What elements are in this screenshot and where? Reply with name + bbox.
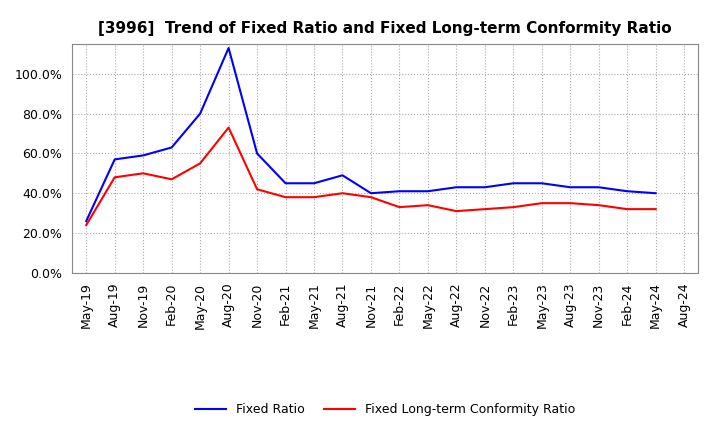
Fixed Ratio — [452, 185, 461, 190]
Fixed Long-term Conformity Ratio — [395, 205, 404, 210]
Fixed Long-term Conformity Ratio — [537, 201, 546, 206]
Fixed Ratio — [623, 189, 631, 194]
Fixed Ratio — [82, 218, 91, 224]
Fixed Long-term Conformity Ratio — [110, 175, 119, 180]
Fixed Long-term Conformity Ratio — [338, 191, 347, 196]
Fixed Long-term Conformity Ratio — [509, 205, 518, 210]
Legend: Fixed Ratio, Fixed Long-term Conformity Ratio: Fixed Ratio, Fixed Long-term Conformity … — [190, 398, 580, 421]
Fixed Ratio — [253, 151, 261, 156]
Fixed Ratio — [395, 189, 404, 194]
Fixed Ratio — [225, 45, 233, 51]
Line: Fixed Long-term Conformity Ratio: Fixed Long-term Conformity Ratio — [86, 128, 656, 225]
Fixed Ratio — [366, 191, 375, 196]
Fixed Ratio — [139, 153, 148, 158]
Fixed Ratio — [652, 191, 660, 196]
Fixed Ratio — [566, 185, 575, 190]
Fixed Long-term Conformity Ratio — [196, 161, 204, 166]
Fixed Long-term Conformity Ratio — [566, 201, 575, 206]
Fixed Ratio — [167, 145, 176, 150]
Fixed Ratio — [480, 185, 489, 190]
Fixed Ratio — [282, 181, 290, 186]
Line: Fixed Ratio: Fixed Ratio — [86, 48, 656, 221]
Fixed Long-term Conformity Ratio — [253, 187, 261, 192]
Fixed Long-term Conformity Ratio — [652, 206, 660, 212]
Fixed Long-term Conformity Ratio — [82, 222, 91, 227]
Title: [3996]  Trend of Fixed Ratio and Fixed Long-term Conformity Ratio: [3996] Trend of Fixed Ratio and Fixed Lo… — [99, 21, 672, 36]
Fixed Long-term Conformity Ratio — [595, 202, 603, 208]
Fixed Ratio — [537, 181, 546, 186]
Fixed Ratio — [110, 157, 119, 162]
Fixed Long-term Conformity Ratio — [282, 194, 290, 200]
Fixed Long-term Conformity Ratio — [366, 194, 375, 200]
Fixed Long-term Conformity Ratio — [310, 194, 318, 200]
Fixed Ratio — [338, 172, 347, 178]
Fixed Long-term Conformity Ratio — [167, 176, 176, 182]
Fixed Ratio — [423, 189, 432, 194]
Fixed Long-term Conformity Ratio — [225, 125, 233, 130]
Fixed Long-term Conformity Ratio — [480, 206, 489, 212]
Fixed Ratio — [509, 181, 518, 186]
Fixed Ratio — [196, 111, 204, 116]
Fixed Ratio — [310, 181, 318, 186]
Fixed Long-term Conformity Ratio — [139, 171, 148, 176]
Fixed Long-term Conformity Ratio — [452, 209, 461, 214]
Fixed Long-term Conformity Ratio — [623, 206, 631, 212]
Fixed Ratio — [595, 185, 603, 190]
Fixed Long-term Conformity Ratio — [423, 202, 432, 208]
